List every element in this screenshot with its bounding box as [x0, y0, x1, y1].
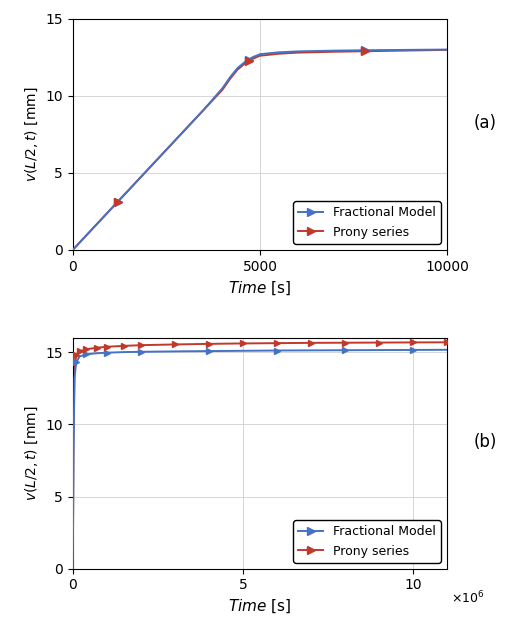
Prony series	[73, 351, 80, 359]
Prony series	[407, 47, 413, 54]
Prony series	[410, 339, 417, 346]
Y-axis label: $v(L/2, t)$ [mm]: $v(L/2, t)$ [mm]	[23, 86, 40, 182]
Prony series	[138, 341, 144, 349]
Prony series	[206, 340, 212, 348]
Fractional Model	[240, 347, 246, 354]
Text: $\times10^6$: $\times10^6$	[451, 589, 485, 606]
Fractional Model	[103, 349, 110, 356]
Prony series	[227, 75, 233, 82]
Prony series	[276, 50, 282, 58]
Prony series	[376, 339, 382, 346]
Prony series	[76, 348, 83, 355]
Fractional Model	[242, 58, 248, 66]
Line: Prony series: Prony series	[73, 50, 447, 250]
Fractional Model	[444, 346, 450, 354]
Fractional Model	[276, 49, 282, 56]
Prony series	[182, 126, 188, 133]
Text: (a): (a)	[473, 114, 497, 132]
Prony series	[257, 52, 263, 59]
X-axis label: $\mathit{Time}$ [s]: $\mathit{Time}$ [s]	[228, 598, 292, 616]
Prony series	[444, 339, 450, 346]
Prony series	[70, 565, 76, 572]
Prony series	[369, 48, 375, 55]
Fractional Model	[257, 51, 263, 58]
Fractional Model	[274, 347, 280, 354]
Fractional Model	[308, 347, 314, 354]
Prony series	[103, 343, 110, 351]
Prony series	[219, 86, 226, 93]
Fractional Model	[70, 449, 76, 457]
Line: Prony series: Prony series	[73, 342, 447, 569]
Prony series	[294, 49, 301, 56]
Legend: Fractional Model, Prony series: Fractional Model, Prony series	[293, 201, 441, 244]
Fractional Model	[227, 74, 233, 81]
X-axis label: $\mathit{Time}$ [s]: $\mathit{Time}$ [s]	[228, 279, 292, 296]
Fractional Model	[70, 246, 76, 254]
Y-axis label: $v(L/2, t)$ [mm]: $v(L/2, t)$ [mm]	[23, 406, 40, 501]
Prony series	[70, 435, 76, 442]
Prony series	[274, 339, 280, 347]
Prony series	[332, 48, 338, 56]
Fractional Model	[219, 84, 226, 92]
Fractional Model	[206, 348, 212, 355]
Text: (b): (b)	[473, 432, 497, 451]
Fractional Model	[107, 206, 113, 214]
Prony series	[201, 106, 207, 113]
Prony series	[107, 206, 113, 214]
Fractional Model	[410, 346, 417, 354]
Prony series	[308, 339, 314, 347]
Prony series	[121, 342, 127, 349]
Fractional Model	[250, 54, 256, 61]
Fractional Model	[94, 349, 100, 357]
Prony series	[70, 246, 76, 254]
Fractional Model	[76, 352, 83, 360]
Fractional Model	[145, 166, 151, 174]
Fractional Model	[121, 348, 127, 356]
Fractional Model	[73, 359, 80, 366]
Fractional Model	[201, 106, 207, 113]
Fractional Model	[83, 351, 89, 358]
Line: Fractional Model: Fractional Model	[73, 49, 447, 250]
Prony series	[94, 344, 100, 351]
Line: Fractional Model: Fractional Model	[73, 350, 447, 569]
Prony series	[172, 341, 178, 348]
Prony series	[444, 46, 450, 54]
Prony series	[342, 339, 348, 346]
Fractional Model	[407, 46, 413, 54]
Fractional Model	[138, 348, 144, 356]
Fractional Model	[332, 47, 338, 54]
Prony series	[242, 59, 248, 67]
Prony series	[250, 55, 256, 63]
Fractional Model	[369, 46, 375, 54]
Fractional Model	[342, 346, 348, 354]
Prony series	[235, 66, 241, 73]
Fractional Model	[235, 64, 241, 72]
Fractional Model	[70, 565, 76, 572]
Prony series	[145, 166, 151, 174]
Legend: Fractional Model, Prony series: Fractional Model, Prony series	[293, 520, 441, 562]
Fractional Model	[172, 348, 178, 355]
Fractional Model	[71, 374, 77, 382]
Fractional Model	[182, 126, 188, 133]
Fractional Model	[444, 46, 450, 53]
Fractional Model	[294, 48, 301, 55]
Prony series	[83, 346, 89, 353]
Prony series	[240, 339, 246, 347]
Fractional Model	[376, 346, 382, 354]
Prony series	[71, 366, 77, 373]
